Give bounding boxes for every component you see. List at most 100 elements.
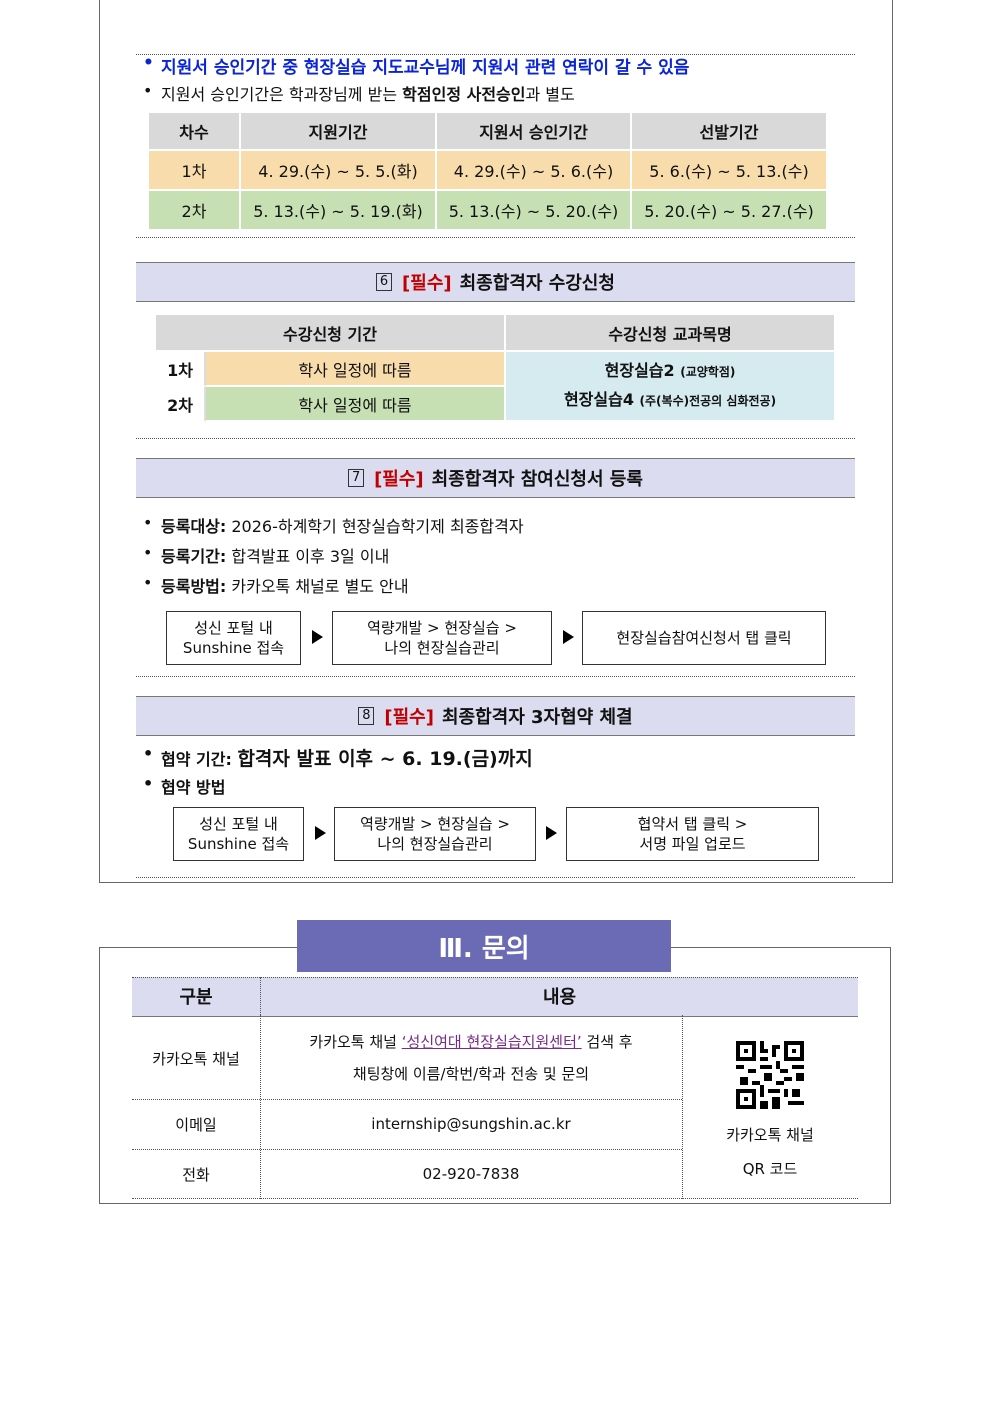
th: 구분: [179, 987, 213, 1008]
kakao-text: 검색 후: [581, 1033, 633, 1051]
course: 현장실습4 (주(복수)전공의 심화전공): [564, 386, 776, 415]
section-tag: [필수]: [402, 273, 452, 294]
flow-line: 역량개발 > 현장실습 >: [360, 815, 510, 833]
td: 카카오톡 채널 ‘성신여대 현장실습지원센터’ 검색 후 채팅창에 이름/학번/…: [260, 1017, 682, 1099]
kakao-line: 채팅창에 이름/학번/학과 전송 및 문의: [352, 1065, 590, 1083]
flow-step: 역량개발 > 현장실습 > 나의 현장실습관리: [332, 611, 552, 665]
col-line: [260, 1015, 261, 1199]
flow-line: 나의 현장실습관리: [384, 639, 500, 657]
section-number: 6: [376, 273, 393, 291]
course-name: 현장실습4: [563, 390, 634, 409]
flow-line: 나의 현장실습관리: [377, 835, 493, 853]
flow-line: 성신 포털 내: [199, 815, 278, 833]
row-line: [132, 1198, 858, 1199]
note: 지원서 승인기간은 학과장님께 받는 학점인정 사전승인과 별도: [143, 81, 575, 105]
section-tag: [필수]: [384, 707, 434, 728]
td: 학사 일정에 따름: [206, 387, 506, 422]
th: 지원기간: [241, 113, 437, 151]
note-text: 지원서 승인기간 중 현장실습 지도교수님께 지원서 관련 연락이 갈 수 있음: [161, 58, 690, 78]
item: 등록기간: 합격발표 이후 3일 이내: [143, 543, 390, 567]
td: 5. 6.(수) ~ 5. 13.(수): [632, 151, 828, 191]
item: 등록방법: 카카오톡 채널로 별도 안내: [143, 573, 409, 597]
flow-line: 서명 파일 업로드: [639, 835, 746, 853]
td: 2차: [149, 191, 241, 231]
contact-title: Ⅲ. 문의: [297, 920, 671, 972]
td: 1차: [149, 151, 241, 191]
item-text: 합격자 발표 이후 ~ 6. 19.(금)까지: [237, 748, 533, 770]
item-label: 등록대상:: [161, 517, 227, 536]
flow-step: 역량개발 > 현장실습 > 나의 현장실습관리: [334, 807, 536, 861]
kakao-link[interactable]: ‘성신여대 현장실습지원센터’: [401, 1033, 582, 1051]
item-text: 카카오톡 채널로 별도 안내: [231, 577, 409, 596]
td: 2차: [156, 387, 206, 422]
item-label: 협약 기간:: [161, 750, 232, 769]
section-number: 7: [348, 469, 365, 487]
qr-caption-line: QR 코드: [742, 1160, 798, 1178]
arrow: [312, 630, 323, 644]
flow-step: 성신 포털 내 Sunshine 접속: [166, 611, 301, 665]
row-line: [132, 1099, 682, 1100]
td: 4. 29.(수) ~ 5. 5.(화): [241, 151, 437, 191]
flow-line: Sunshine 접속: [182, 639, 285, 657]
contact-table: 구분 내용 카카오톡 채널 카카오톡 채널 ‘성신여대 현장실습지원센터’ 검색…: [132, 977, 858, 1199]
kakao-text: 카카오톡 채널: [309, 1033, 402, 1051]
td: 이메일: [175, 1115, 217, 1134]
course-note: (주(복수)전공의 심화전공): [639, 394, 777, 408]
divider: [136, 237, 855, 238]
divider: [136, 877, 855, 878]
section-header: 7 [필수] 최종합격자 참여신청서 등록: [136, 458, 855, 498]
section-title: 최종합격자 3자협약 체결: [441, 707, 633, 728]
td: 카카오톡 채널: [152, 1049, 240, 1068]
flow-line: Sunshine 접속: [187, 835, 290, 853]
flow-line: 역량개발 > 현장실습 >: [367, 619, 517, 637]
th: 차수: [149, 113, 241, 151]
qr-caption-line: 카카오톡 채널: [726, 1126, 814, 1144]
kakao-line: 카카오톡 채널 ‘성신여대 현장실습지원센터’ 검색 후: [309, 1026, 632, 1058]
td: 5. 13.(수) ~ 5. 19.(화): [241, 191, 437, 231]
td: 학사 일정에 따름: [206, 352, 506, 387]
note-text: 과 별도: [525, 85, 575, 104]
section-title: 최종합격자 참여신청서 등록: [431, 469, 643, 490]
schedule-table: 차수 지원기간 지원서 승인기간 선발기간 1차 4. 29.(수) ~ 5. …: [149, 113, 829, 231]
td: 4. 29.(수) ~ 5. 6.(수): [437, 151, 632, 191]
item-text: 2026-하계학기 현장실습학기제 최종합격자: [231, 517, 524, 536]
arrow: [315, 826, 326, 840]
section-title: 최종합격자 수강신청: [459, 273, 615, 294]
item-label: 등록방법:: [161, 577, 227, 596]
col-line: [682, 1015, 683, 1199]
th: 내용: [260, 977, 858, 1015]
course-cell: 현장실습2 (교양학점) 현장실습4 (주(복수)전공의 심화전공): [506, 352, 836, 422]
arrow: [563, 630, 574, 644]
item: 등록대상: 2026-하계학기 현장실습학기제 최종합격자: [143, 513, 524, 537]
item-text: 합격발표 이후 3일 이내: [231, 547, 390, 566]
divider: [136, 676, 855, 677]
course: 현장실습2 (교양학점): [605, 357, 736, 386]
td: 전화: [182, 1165, 210, 1184]
td: 5. 13.(수) ~ 5. 20.(수): [437, 191, 632, 231]
td: internship@sungshin.ac.kr: [371, 1115, 571, 1133]
arrow: [546, 826, 557, 840]
flow-step: 성신 포털 내 Sunshine 접속: [173, 807, 304, 861]
frame: [99, 0, 893, 883]
flow-line: 현장실습참여신청서 탭 클릭: [616, 629, 792, 647]
section-tag: [필수]: [374, 469, 424, 490]
note: 지원서 승인기간 중 현장실습 지도교수님께 지원서 관련 연락이 갈 수 있음: [143, 53, 690, 78]
header-row: [132, 977, 858, 1017]
section-header: 6 [필수] 최종합격자 수강신청: [136, 262, 855, 302]
flow-line: 협약서 탭 클릭 >: [637, 815, 748, 833]
note-bold: 학점인정 사전승인: [402, 85, 526, 104]
item-label: 협약 방법: [161, 778, 226, 797]
th: 선발기간: [632, 113, 828, 151]
flow-step: 현장실습참여신청서 탭 클릭: [582, 611, 826, 665]
item-label: 등록기간:: [161, 547, 227, 566]
course-table: 수강신청 기간 수강신청 교과목명 1차 학사 일정에 따름 2차 학사 일정에…: [156, 315, 836, 423]
qr-caption: 카카오톡 채널 QR 코드: [682, 1117, 858, 1187]
flow-line: 성신 포털 내: [194, 619, 273, 637]
item: 협약 방법: [143, 774, 226, 798]
td: 1차: [156, 352, 206, 387]
section-header: 8 [필수] 최종합격자 3자협약 체결: [136, 696, 855, 736]
course-note: (교양학점): [680, 365, 736, 379]
note-text: 지원서 승인기간은 학과장님께 받는: [161, 85, 403, 104]
course-name: 현장실습2: [604, 361, 675, 380]
